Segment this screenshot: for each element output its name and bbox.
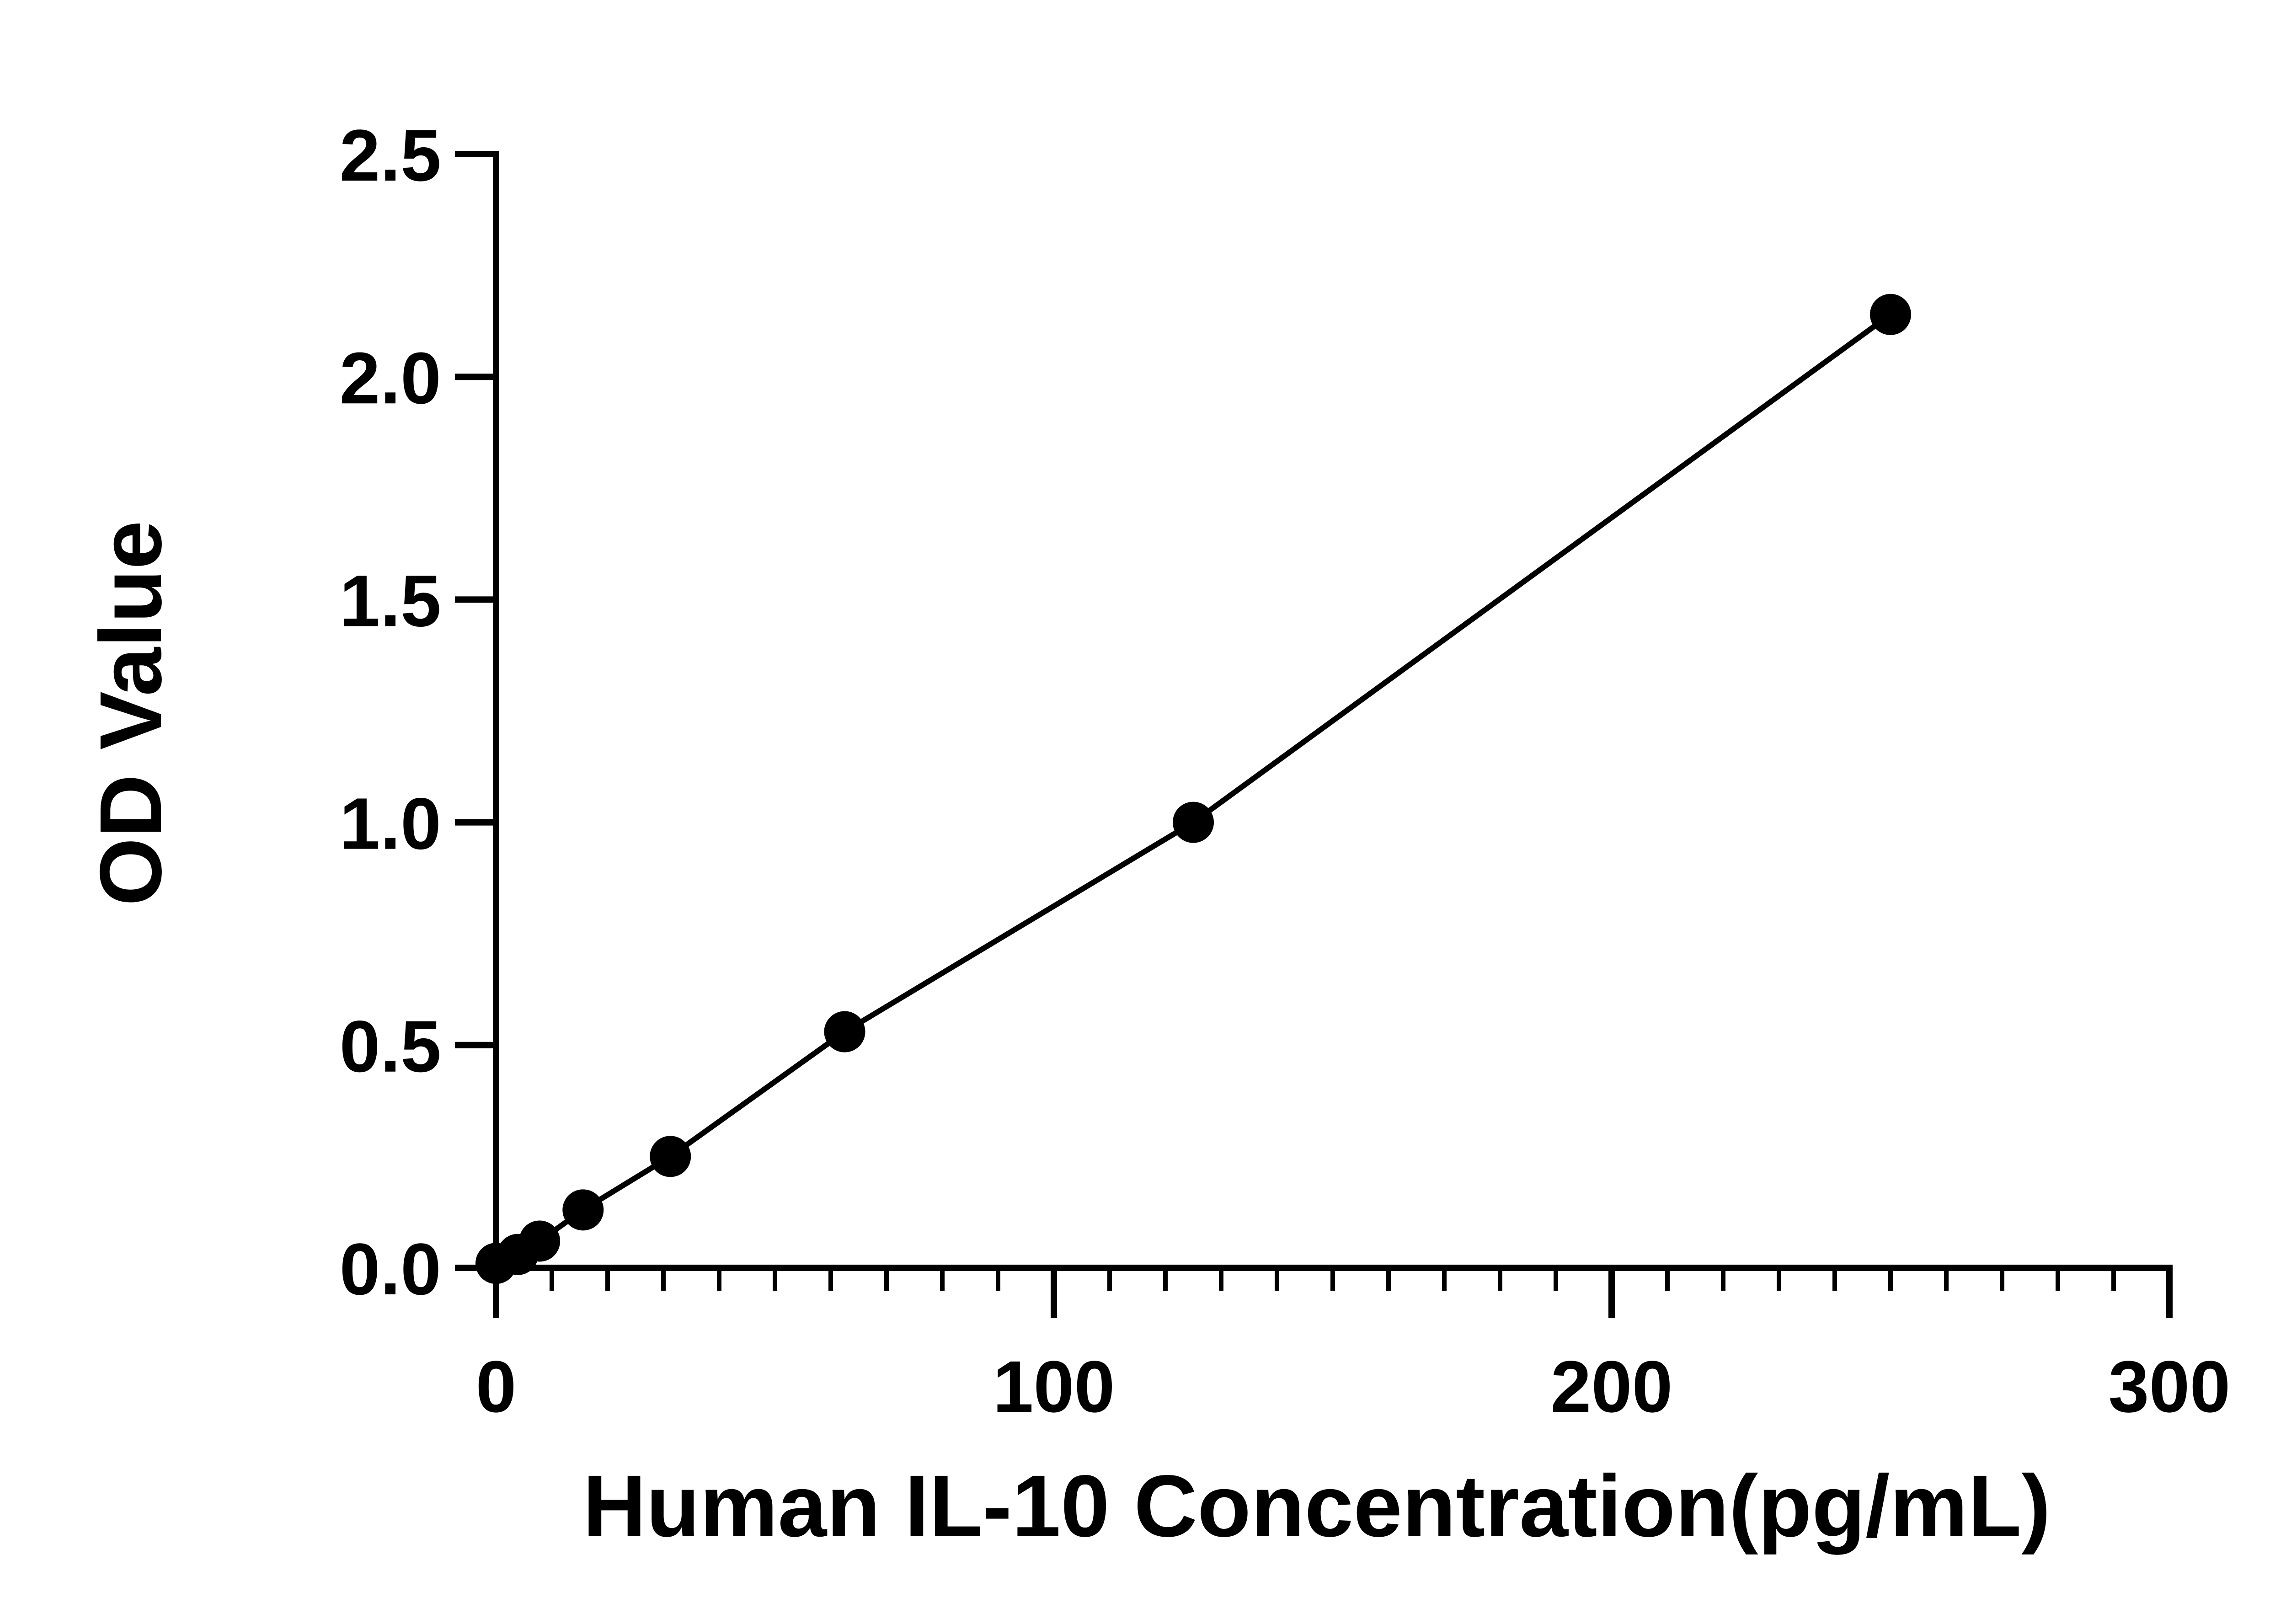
x-tick-label: 300 bbox=[2109, 1346, 2231, 1427]
x-tick-label: 0 bbox=[476, 1346, 517, 1427]
x-axis-title: Human IL-10 Concentration(pg/mL) bbox=[583, 1457, 2051, 1555]
y-tick-label: 0.5 bbox=[340, 1005, 441, 1087]
x-tick-label: 100 bbox=[993, 1346, 1115, 1427]
data-point bbox=[1870, 294, 1911, 335]
data-point bbox=[650, 1136, 691, 1177]
y-axis-title: OD Value bbox=[81, 521, 180, 906]
data-points bbox=[475, 294, 1911, 1284]
x-axis-tick-labels: 0 100 200 300 bbox=[476, 1346, 2231, 1427]
data-point bbox=[519, 1220, 561, 1262]
y-tick-label: 1.5 bbox=[340, 560, 441, 641]
y-tick-label: 2.0 bbox=[340, 337, 441, 419]
data-point bbox=[1173, 801, 1214, 843]
data-point bbox=[824, 1011, 865, 1052]
y-axis-ticks bbox=[455, 151, 496, 1271]
fit-line bbox=[495, 312, 1892, 1266]
y-tick-label: 0.0 bbox=[340, 1228, 441, 1310]
y-tick-label: 1.0 bbox=[340, 783, 441, 865]
x-axis-ticks bbox=[493, 1268, 2173, 1318]
y-axis-tick-labels: 0.0 0.5 1.0 1.5 2.0 2.5 bbox=[340, 114, 441, 1310]
y-tick-label: 2.5 bbox=[340, 114, 441, 196]
x-tick-label: 200 bbox=[1551, 1346, 1673, 1427]
data-point bbox=[562, 1189, 604, 1231]
